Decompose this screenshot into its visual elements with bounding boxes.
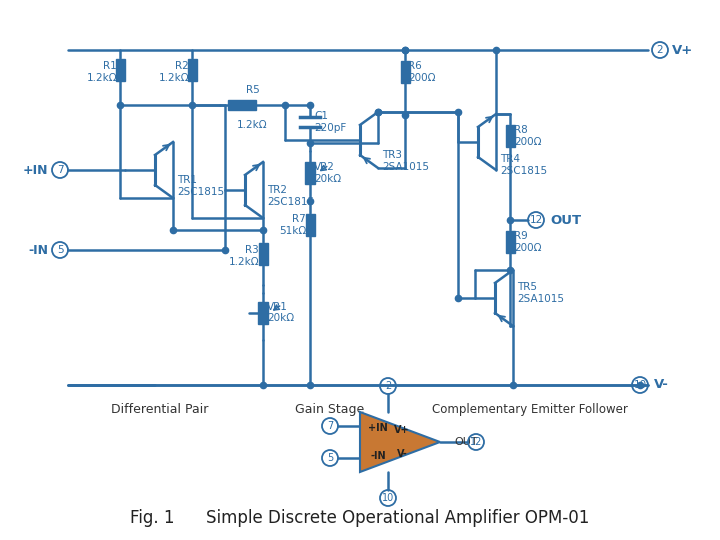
Text: VR2
20kΩ: VR2 20kΩ [314, 162, 341, 184]
Text: R8
200Ω: R8 200Ω [514, 125, 541, 147]
Text: OUT: OUT [550, 213, 581, 226]
Text: R5: R5 [246, 85, 259, 95]
Text: TR1
2SC1815: TR1 2SC1815 [177, 175, 224, 197]
Text: 5: 5 [327, 453, 333, 463]
Bar [187, 59, 197, 81]
Bar [228, 100, 256, 110]
Text: Fig. 1      Simple Discrete Operational Amplifier OPM-01: Fig. 1 Simple Discrete Operational Ampli… [130, 509, 590, 527]
Text: TR4
2SC1815: TR4 2SC1815 [500, 154, 547, 176]
Text: C1
220pF: C1 220pF [314, 111, 346, 133]
Text: 2: 2 [385, 381, 391, 391]
Text: R6
200Ω: R6 200Ω [408, 61, 436, 83]
Text: V-: V- [397, 449, 408, 459]
Polygon shape [360, 412, 440, 472]
Text: 10: 10 [634, 380, 647, 390]
Text: 10: 10 [382, 493, 394, 503]
Text: 5: 5 [57, 245, 63, 255]
Bar [305, 162, 315, 184]
Text: OUT: OUT [454, 437, 477, 447]
Text: Differential Pair: Differential Pair [112, 403, 209, 416]
Text: +IN: +IN [22, 164, 48, 177]
Text: Complementary Emitter Follower: Complementary Emitter Follower [432, 403, 628, 416]
Text: -IN: -IN [28, 244, 48, 256]
Text: V-: V- [654, 379, 669, 392]
Text: TR5
2SA1015: TR5 2SA1015 [517, 282, 564, 304]
Bar [258, 243, 268, 265]
Text: 12: 12 [529, 215, 543, 225]
Text: R7
51kΩ: R7 51kΩ [279, 214, 306, 236]
Text: VR1
20kΩ: VR1 20kΩ [267, 302, 294, 323]
Text: +IN: +IN [368, 423, 388, 433]
Text: 1.2kΩ: 1.2kΩ [237, 120, 268, 130]
Bar [400, 61, 410, 83]
Text: R9
200Ω: R9 200Ω [514, 231, 541, 253]
Text: -IN: -IN [370, 451, 386, 461]
Text: V+: V+ [672, 44, 693, 57]
Text: TR3
2SA1015: TR3 2SA1015 [382, 150, 429, 172]
Text: R1
1.2kΩ: R1 1.2kΩ [86, 61, 117, 83]
Text: 7: 7 [327, 421, 333, 431]
Text: 12: 12 [470, 437, 482, 447]
Text: 2: 2 [657, 45, 663, 55]
Bar [505, 231, 515, 253]
Bar [305, 214, 315, 236]
Bar [505, 125, 515, 147]
Text: TR2
2SC1815: TR2 2SC1815 [267, 185, 314, 207]
Bar [115, 59, 125, 81]
Text: Gain Stage: Gain Stage [295, 403, 364, 416]
Text: R2
1.2kΩ: R2 1.2kΩ [158, 61, 189, 83]
Bar [258, 301, 268, 323]
Text: 7: 7 [57, 165, 63, 175]
Text: R3
1.2kΩ: R3 1.2kΩ [228, 245, 259, 267]
Text: V+: V+ [394, 425, 410, 435]
